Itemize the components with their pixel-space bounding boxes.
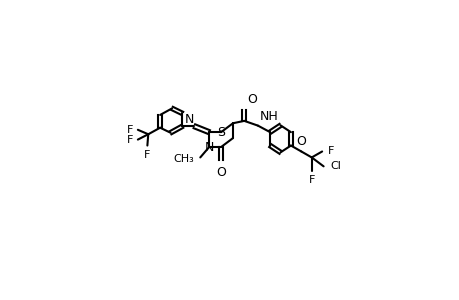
Text: S: S xyxy=(217,126,224,139)
Text: F: F xyxy=(127,135,133,145)
Text: NH: NH xyxy=(259,110,278,123)
Text: F: F xyxy=(127,125,133,135)
Text: O: O xyxy=(296,135,306,148)
Text: CH₃: CH₃ xyxy=(173,154,194,164)
Text: N: N xyxy=(204,140,213,154)
Text: O: O xyxy=(216,166,225,179)
Text: Cl: Cl xyxy=(330,161,340,171)
Text: O: O xyxy=(246,93,257,106)
Text: F: F xyxy=(308,175,314,185)
Text: F: F xyxy=(144,150,150,160)
Text: N: N xyxy=(185,113,194,126)
Text: F: F xyxy=(327,146,333,157)
